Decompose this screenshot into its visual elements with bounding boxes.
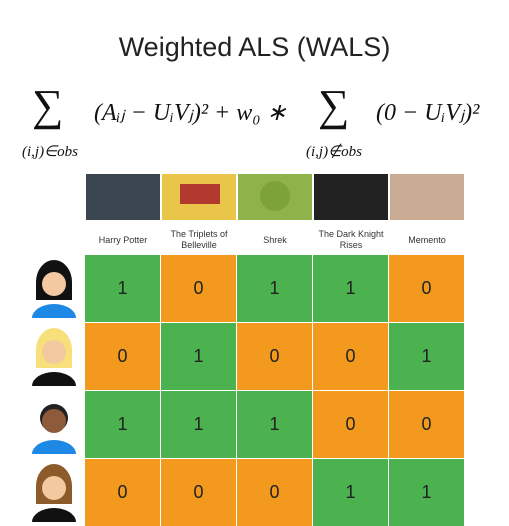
rating-cell: 1 <box>237 255 312 322</box>
rating-cell: 1 <box>85 255 160 322</box>
rating-cell: 1 <box>237 391 312 458</box>
subscript: (i,j)∉obs <box>306 144 362 160</box>
rating-cell: 0 <box>313 391 388 458</box>
poster <box>390 174 464 220</box>
poster-detail <box>260 181 290 211</box>
rating-cell: 1 <box>85 391 160 458</box>
poster <box>86 174 160 220</box>
rating-cell: 0 <box>161 255 236 322</box>
formula-term: (Aᵢⱼ − UᵢVⱼ)² + w₀ ∗ <box>94 100 287 126</box>
column-header: The Triplets of Belleville <box>170 229 228 250</box>
title: Weighted ALS (WALS) <box>118 32 391 62</box>
rating-cell: 0 <box>237 459 312 526</box>
rating-cell: 1 <box>161 391 236 458</box>
subscript: (i,j)∈obs <box>22 144 78 160</box>
rating-cell: 0 <box>85 323 160 390</box>
rating-cell: 1 <box>313 459 388 526</box>
column-header: Harry Potter <box>98 234 148 245</box>
column-header: Memento <box>408 234 446 245</box>
poster-detail <box>180 184 220 204</box>
column-header: Shrek <box>263 234 287 245</box>
rating-cell: 1 <box>389 323 464 390</box>
rating-cell: 1 <box>313 255 388 322</box>
poster <box>314 174 388 220</box>
column-header: The Dark Knight Rises <box>318 229 384 250</box>
sigma: ∑ <box>32 81 64 130</box>
sigma: ∑ <box>318 81 350 130</box>
user-icons <box>32 260 76 522</box>
rating-cell: 0 <box>85 459 160 526</box>
rating-cell: 1 <box>389 459 464 526</box>
rating-cell: 0 <box>313 323 388 390</box>
rating-cell: 0 <box>161 459 236 526</box>
formula-term: (0 − UᵢVⱼ)² <box>376 100 480 126</box>
rating-cell: 0 <box>389 391 464 458</box>
posters <box>86 174 464 220</box>
rating-cell: 0 <box>389 255 464 322</box>
rating-cell: 1 <box>161 323 236 390</box>
rating-cell: 0 <box>237 323 312 390</box>
